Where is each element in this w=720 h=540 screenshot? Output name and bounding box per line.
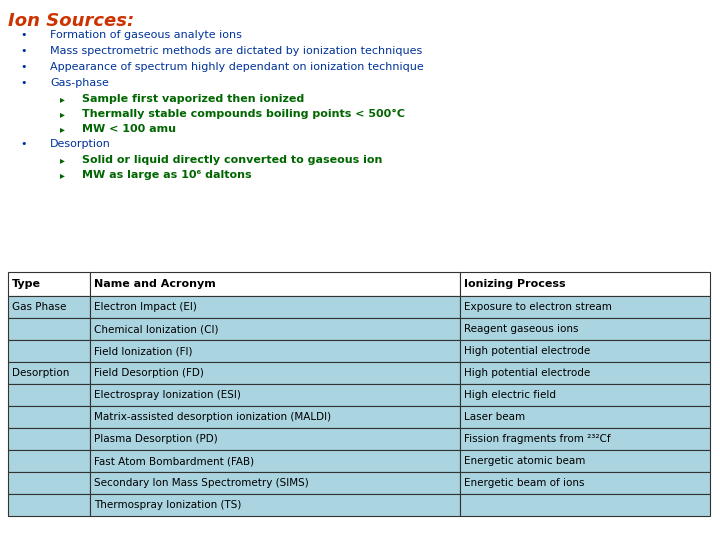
Bar xyxy=(90,406,460,428)
Text: Ionizing Process: Ionizing Process xyxy=(464,279,566,289)
Text: Field Ionization (FI): Field Ionization (FI) xyxy=(94,346,192,356)
Bar xyxy=(460,318,710,340)
Text: Chemical Ionization (CI): Chemical Ionization (CI) xyxy=(94,324,218,334)
Bar xyxy=(460,384,710,406)
Bar xyxy=(90,494,460,516)
Text: Mass spectrometric methods are dictated by ionization techniques: Mass spectrometric methods are dictated … xyxy=(50,46,422,56)
Text: Electron Impact (EI): Electron Impact (EI) xyxy=(94,302,197,312)
Bar xyxy=(460,406,710,428)
Text: MW as large as 10⁶ daltons: MW as large as 10⁶ daltons xyxy=(82,170,251,180)
Text: Reagent gaseous ions: Reagent gaseous ions xyxy=(464,324,578,334)
Text: ▸: ▸ xyxy=(60,109,65,119)
Text: High electric field: High electric field xyxy=(464,390,556,400)
Bar xyxy=(8,472,90,494)
Text: Thermally stable compounds boiling points < 500°C: Thermally stable compounds boiling point… xyxy=(82,109,405,119)
Bar xyxy=(460,362,710,384)
Bar xyxy=(8,406,90,428)
Bar xyxy=(8,494,90,516)
Text: High potential electrode: High potential electrode xyxy=(464,368,590,378)
Text: Secondary Ion Mass Spectrometry (SIMS): Secondary Ion Mass Spectrometry (SIMS) xyxy=(94,478,309,488)
Bar xyxy=(460,296,710,318)
Bar xyxy=(460,472,710,494)
Text: Desorption: Desorption xyxy=(50,139,111,149)
Text: ▸: ▸ xyxy=(60,170,65,180)
Text: ▸: ▸ xyxy=(60,155,65,165)
Bar xyxy=(8,318,90,340)
Bar xyxy=(8,362,90,384)
Text: Formation of gaseous analyte ions: Formation of gaseous analyte ions xyxy=(50,30,242,40)
Bar xyxy=(460,428,710,450)
Bar xyxy=(90,472,460,494)
Text: Gas Phase: Gas Phase xyxy=(12,302,66,312)
Bar xyxy=(90,384,460,406)
Bar xyxy=(8,340,90,362)
Text: •: • xyxy=(20,62,27,72)
Text: •: • xyxy=(20,46,27,56)
Text: Solid or liquid directly converted to gaseous ion: Solid or liquid directly converted to ga… xyxy=(82,155,382,165)
Bar xyxy=(90,296,460,318)
Bar xyxy=(90,450,460,472)
Bar xyxy=(90,272,460,296)
Bar xyxy=(90,362,460,384)
Bar xyxy=(8,272,90,296)
Bar xyxy=(460,494,710,516)
Text: Thermospray Ionization (TS): Thermospray Ionization (TS) xyxy=(94,500,241,510)
Text: Type: Type xyxy=(12,279,41,289)
Text: •: • xyxy=(20,30,27,40)
Bar xyxy=(8,384,90,406)
Text: Appearance of spectrum highly dependant on ionization technique: Appearance of spectrum highly dependant … xyxy=(50,62,424,72)
Text: Energetic beam of ions: Energetic beam of ions xyxy=(464,478,585,488)
Text: Sample first vaporized then ionized: Sample first vaporized then ionized xyxy=(82,94,305,104)
Text: •: • xyxy=(20,139,27,149)
Text: Ion Sources:: Ion Sources: xyxy=(8,12,134,30)
Bar xyxy=(90,318,460,340)
Text: Exposure to electron stream: Exposure to electron stream xyxy=(464,302,612,312)
Text: ▸: ▸ xyxy=(60,94,65,104)
Bar xyxy=(460,340,710,362)
Text: Energetic atomic beam: Energetic atomic beam xyxy=(464,456,585,466)
Bar xyxy=(8,296,90,318)
Bar xyxy=(90,428,460,450)
Text: Matrix-assisted desorption ionization (MALDI): Matrix-assisted desorption ionization (M… xyxy=(94,412,331,422)
Text: Gas-phase: Gas-phase xyxy=(50,78,109,88)
Bar xyxy=(90,340,460,362)
Text: MW < 100 amu: MW < 100 amu xyxy=(82,124,176,134)
Text: Fission fragments from ²³²Cf: Fission fragments from ²³²Cf xyxy=(464,434,611,444)
Text: Field Desorption (FD): Field Desorption (FD) xyxy=(94,368,204,378)
Text: Electrospray Ionization (ESI): Electrospray Ionization (ESI) xyxy=(94,390,241,400)
Bar xyxy=(8,450,90,472)
Bar xyxy=(460,272,710,296)
Text: High potential electrode: High potential electrode xyxy=(464,346,590,356)
Text: ▸: ▸ xyxy=(60,124,65,134)
Text: Desorption: Desorption xyxy=(12,368,69,378)
Text: Laser beam: Laser beam xyxy=(464,412,525,422)
Bar xyxy=(460,450,710,472)
Text: Plasma Desorption (PD): Plasma Desorption (PD) xyxy=(94,434,217,444)
Text: Name and Acronym: Name and Acronym xyxy=(94,279,216,289)
Bar xyxy=(8,428,90,450)
Text: •: • xyxy=(20,78,27,88)
Text: Fast Atom Bombardment (FAB): Fast Atom Bombardment (FAB) xyxy=(94,456,254,466)
